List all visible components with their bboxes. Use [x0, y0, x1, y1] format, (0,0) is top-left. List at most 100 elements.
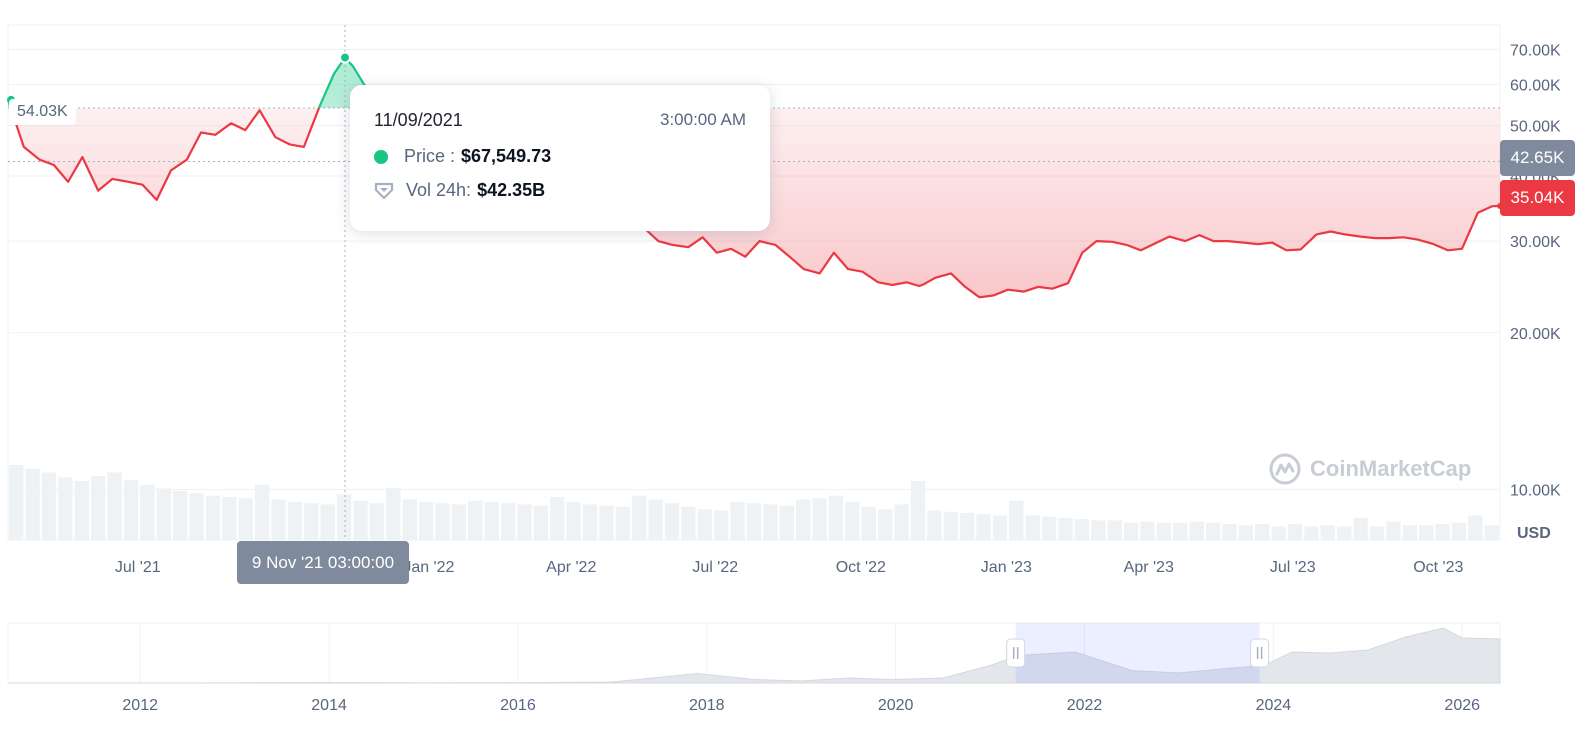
volume-bar — [697, 509, 713, 540]
tooltip-price-label: Price : — [404, 146, 456, 166]
volume-bar — [714, 510, 729, 540]
volume-bar — [238, 498, 253, 540]
volume-bar — [435, 503, 450, 540]
volume-bar — [1041, 516, 1057, 540]
volume-bar — [1222, 524, 1237, 540]
volume-bar — [566, 501, 581, 540]
volume-bar — [927, 510, 942, 540]
navigator-handle[interactable] — [1250, 638, 1270, 668]
coinmarketcap-logo-icon — [1269, 453, 1301, 485]
navigator-tick-label: 2024 — [1256, 697, 1292, 714]
x-tick-label: Apr '22 — [546, 559, 596, 576]
volume-bar — [369, 503, 385, 540]
volume-bar — [632, 495, 647, 540]
y-tick-label: 60.00K — [1510, 77, 1561, 94]
volume-bar — [1140, 521, 1155, 540]
crosshair-date-label: 9 Nov '21 03:00:00 — [237, 541, 409, 584]
volume-bar — [402, 499, 417, 540]
volume-bar — [845, 501, 860, 540]
baseline-label: 54.03K — [9, 99, 76, 125]
price-tooltip: 11/09/2021 3:00:00 AM Price : $67,549.73… — [350, 85, 770, 231]
volume-bar — [468, 500, 483, 540]
volume-bar — [1304, 526, 1319, 540]
y-tick-label: 70.00K — [1510, 42, 1561, 59]
y-tick-label: 20.00K — [1510, 326, 1561, 343]
tooltip-volume-label: Vol 24h: — [406, 180, 472, 200]
volume-bar — [1484, 525, 1499, 540]
last-price-badge: 35.04K — [1500, 180, 1575, 216]
volume-bar — [976, 514, 991, 540]
volume-bar — [1337, 526, 1352, 540]
volume-bar — [533, 505, 549, 540]
volume-bar — [320, 504, 335, 540]
volume-bar — [746, 503, 762, 540]
tooltip-price-value: $67,549.73 — [461, 146, 552, 166]
volume-bar — [386, 487, 401, 540]
hover-point — [339, 51, 352, 64]
x-tick-label: Jul '23 — [1270, 559, 1316, 576]
volume-bar — [222, 496, 237, 540]
volume-bar — [1386, 521, 1401, 540]
y-tick-label: 10.00K — [1510, 483, 1561, 500]
volume-bar — [877, 509, 893, 540]
current-price-badge: 42.65K — [1500, 140, 1575, 176]
volume-bar — [90, 476, 106, 540]
navigator-tick-label: 2016 — [500, 697, 536, 714]
volume-bar — [517, 504, 532, 540]
volume-bar — [353, 500, 368, 540]
watermark: CoinMarketCap — [1268, 452, 1471, 486]
volume-bar — [648, 499, 663, 540]
navigator-selection[interactable] — [1015, 623, 1260, 683]
navigator-tick-label: 2012 — [122, 697, 158, 714]
x-tick-label: Jan '23 — [981, 559, 1032, 576]
volume-icon — [374, 182, 394, 199]
navigator[interactable]: 2012 2014 2016 2018 2020 2022 2024 2026 — [7, 622, 1501, 714]
volume-bar — [123, 479, 139, 540]
volume-layer — [9, 465, 1499, 540]
volume-bar — [25, 468, 40, 540]
volume-bar — [599, 505, 614, 540]
volume-bar — [451, 504, 467, 540]
volume-bar — [336, 494, 352, 540]
currency-label: USD — [1517, 525, 1551, 542]
tooltip-volume-row: Vol 24h: $42.35B — [374, 180, 545, 201]
volume-bar — [189, 493, 204, 540]
volume-bar — [1107, 520, 1122, 540]
x-tick-label: Oct '22 — [836, 559, 886, 576]
tooltip-volume-value: $42.35B — [477, 180, 546, 200]
volume-bar — [58, 477, 73, 540]
volume-bar — [779, 505, 794, 540]
price-line-down — [9, 108, 1500, 299]
volume-bar — [1123, 522, 1139, 540]
navigator-tick-label: 2018 — [689, 697, 725, 714]
volume-bar — [1320, 525, 1336, 540]
x-tick-label: Apr '23 — [1124, 559, 1174, 576]
volume-bar — [9, 465, 24, 540]
volume-bar — [205, 495, 221, 540]
tooltip-time: 3:00:00 AM — [659, 110, 746, 129]
volume-bar — [500, 503, 516, 540]
volume-bar — [1451, 522, 1467, 540]
volume-bar — [271, 499, 286, 540]
volume-bar — [681, 506, 696, 540]
volume-bar — [1025, 515, 1040, 540]
navigator-handle[interactable] — [1006, 638, 1026, 668]
x-tick-label: Oct '23 — [1413, 559, 1463, 576]
volume-bar — [140, 484, 155, 540]
volume-bar — [304, 503, 319, 540]
volume-bar — [550, 496, 565, 540]
volume-bar — [107, 472, 122, 540]
volume-bar — [861, 506, 876, 540]
volume-bar — [828, 495, 844, 540]
volume-bar — [1205, 522, 1221, 540]
volume-bar — [1238, 525, 1254, 540]
navigator-tick-label: 2014 — [311, 697, 347, 714]
navigator-tick-label: 2022 — [1067, 697, 1103, 714]
volume-bar — [418, 501, 434, 540]
volume-bar — [1369, 526, 1385, 540]
volume-bar — [1009, 500, 1024, 540]
navigator-tick-label: 2026 — [1444, 697, 1480, 714]
volume-bar — [1058, 517, 1073, 540]
